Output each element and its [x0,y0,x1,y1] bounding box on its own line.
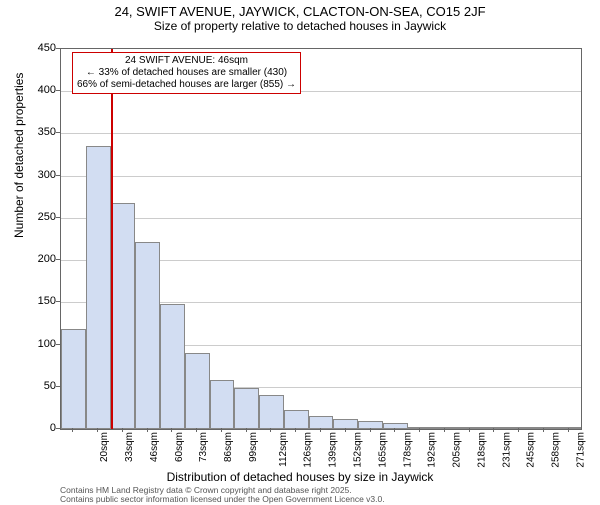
gridline [61,218,581,219]
x-tick [147,428,148,432]
x-tick [171,428,172,432]
x-tick [72,428,73,432]
x-tick [196,428,197,432]
bar [86,146,111,429]
bar [185,353,210,429]
x-tick [97,428,98,432]
chart-title: 24, SWIFT AVENUE, JAYWICK, CLACTON-ON-SE… [0,4,600,19]
bar [210,380,235,429]
x-tick [394,428,395,432]
y-tick [56,90,60,91]
callout-line-2: ← 33% of detached houses are smaller (43… [77,67,296,79]
x-tick [345,428,346,432]
bar [160,304,185,429]
y-tick [56,217,60,218]
chart-subtitle: Size of property relative to detached ho… [0,19,600,33]
x-tick-label: 258sqm [551,432,562,468]
x-tick [444,428,445,432]
bar [61,329,86,429]
highlight-line [111,49,113,429]
x-tick-label: 192sqm [427,432,438,468]
x-tick [246,428,247,432]
y-tick [56,344,60,345]
y-tick-label: 450 [38,42,56,54]
x-tick-label: 245sqm [526,432,537,468]
x-tick-label: 205sqm [452,432,463,468]
x-tick-label: 60sqm [174,432,185,462]
x-tick-label: 20sqm [99,432,110,462]
bar [432,427,457,429]
x-tick-label: 178sqm [402,432,413,468]
x-tick-label: 152sqm [353,432,364,468]
x-tick-label: 46sqm [149,432,160,462]
x-tick-label: 112sqm [278,432,289,467]
x-tick [295,428,296,432]
x-tick [419,428,420,432]
bar [333,419,358,429]
bar [234,388,259,429]
x-tick-label: 218sqm [476,432,487,468]
attribution-line-2: Contains public sector information licen… [60,495,385,504]
y-tick-label: 350 [38,126,56,138]
bar [111,203,136,429]
bar [259,395,284,429]
gridline [61,133,581,134]
y-tick-label: 50 [44,380,56,392]
bar [531,427,556,429]
callout-line-3: 66% of semi-detached houses are larger (… [77,79,296,91]
y-tick [56,386,60,387]
attribution: Contains HM Land Registry data © Crown c… [60,486,385,505]
x-tick-label: 231sqm [501,432,512,468]
y-tick [56,259,60,260]
x-tick-label: 86sqm [223,432,234,462]
y-tick [56,48,60,49]
y-tick-label: 400 [38,84,56,96]
y-tick-label: 150 [38,295,56,307]
gridline [61,176,581,177]
x-tick [518,428,519,432]
bar [556,427,581,429]
bar [284,410,309,429]
plot-area [60,48,582,430]
y-tick-label: 200 [38,253,56,265]
x-axis-label: Distribution of detached houses by size … [0,470,600,484]
x-tick [270,428,271,432]
bar [135,242,160,429]
y-tick-label: 100 [38,338,56,350]
x-tick [543,428,544,432]
x-tick [568,428,569,432]
bar [457,427,482,429]
x-tick-label: 271sqm [575,432,586,468]
x-tick [493,428,494,432]
y-tick [56,175,60,176]
x-tick-label: 33sqm [124,432,135,462]
y-tick-label: 300 [38,169,56,181]
y-tick [56,301,60,302]
x-tick-label: 73sqm [198,432,209,462]
y-tick-label: 250 [38,211,56,223]
x-tick-label: 139sqm [328,432,339,468]
x-tick-label: 165sqm [377,432,388,468]
x-tick [469,428,470,432]
callout-box: 24 SWIFT AVENUE: 46sqm ← 33% of detached… [72,52,301,94]
x-tick-label: 126sqm [303,432,314,468]
x-tick [122,428,123,432]
x-tick [370,428,371,432]
y-axis-label: Number of detached properties [12,73,26,238]
x-tick [320,428,321,432]
bar [358,421,383,429]
x-tick [221,428,222,432]
chart-container: 24, SWIFT AVENUE, JAYWICK, CLACTON-ON-SE… [0,4,600,504]
y-tick [56,132,60,133]
callout-line-1: 24 SWIFT AVENUE: 46sqm [77,55,296,67]
y-tick [56,428,60,429]
x-tick-label: 99sqm [248,432,259,462]
